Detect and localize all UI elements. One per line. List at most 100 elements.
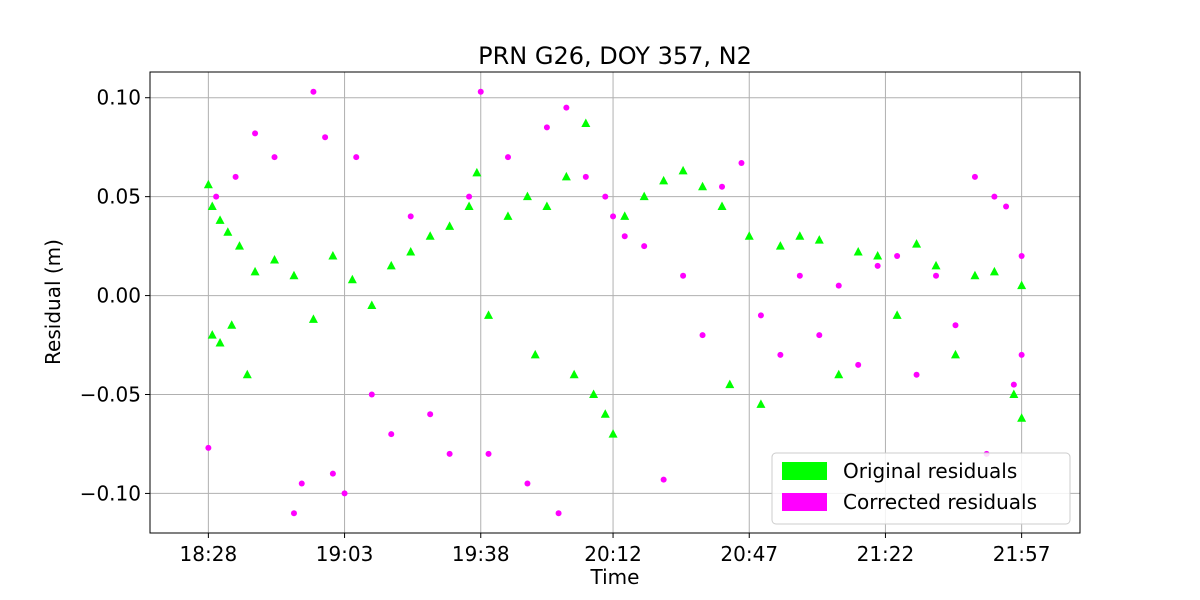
chart-title: PRN G26, DOY 357, N2 [478, 42, 752, 70]
original-residual-point [522, 191, 532, 201]
x-tick-label: 19:38 [452, 542, 510, 566]
original-residual-point [484, 310, 494, 319]
original-residual-point [581, 118, 591, 127]
y-tick-label: 0.05 [96, 185, 141, 209]
original-residual-point [367, 300, 377, 309]
corrected-residual-point [213, 193, 220, 200]
corrected-residual-point [796, 272, 803, 279]
y-tick-label: −0.10 [80, 481, 141, 505]
corrected-residual-point [680, 272, 687, 279]
corrected-residual-point [1010, 381, 1017, 388]
corrected-residual-point [971, 173, 978, 180]
x-tick-label: 19:03 [316, 542, 374, 566]
original-residual-point [970, 270, 980, 280]
original-residual-point [445, 221, 455, 230]
legend-box [771, 452, 1071, 525]
original-residual-point [950, 349, 960, 359]
corrected-residual-point [446, 450, 453, 457]
corrected-residual-point [660, 476, 667, 483]
original-residual-point [912, 239, 922, 248]
corrected-residual-point [816, 332, 823, 339]
original-residual-point [215, 215, 225, 224]
corrected-residual-point [341, 490, 348, 497]
original-residual-point [892, 310, 902, 319]
original-residual-point [589, 389, 599, 399]
original-residual-point [639, 191, 649, 201]
corrected-residual-point [322, 134, 329, 141]
x-tick-label: 20:12 [584, 542, 642, 566]
original-residual-point [873, 251, 883, 260]
x-tick-label: 21:22 [857, 542, 915, 566]
original-residual-point [569, 369, 579, 379]
corrected-residual-point [388, 431, 395, 438]
legend-swatch-corrected [782, 493, 827, 511]
original-residual-point [530, 349, 540, 359]
corrected-residual-point [298, 480, 305, 487]
original-residual-point [1017, 413, 1027, 422]
corrected-residual-point [466, 193, 473, 200]
original-residual-point [620, 211, 630, 220]
original-residual-point [678, 165, 688, 175]
original-residual-point [242, 369, 252, 379]
original-residual-point [608, 429, 618, 438]
original-residual-point [234, 241, 244, 250]
corrected-residual-point [641, 243, 648, 250]
corrected-residual-point [232, 173, 239, 180]
legend-label-original: Original residuals [843, 459, 1017, 483]
corrected-residual-point [835, 282, 842, 289]
x-tick-label: 21:57 [993, 542, 1051, 566]
corrected-residual-point [991, 193, 998, 200]
original-residual-point [1009, 389, 1019, 399]
corrected-residual-point [602, 193, 609, 200]
y-tick-label: 0.10 [96, 86, 141, 110]
original-residual-point [725, 379, 735, 389]
x-axis-label: Time [590, 565, 640, 589]
original-residual-point [289, 270, 299, 280]
corrected-residual-point [610, 213, 617, 220]
corrected-residual-point [485, 450, 492, 457]
plot-frame [149, 71, 1081, 534]
corrected-residual-point [1018, 351, 1025, 358]
corrected-residual-point [271, 154, 278, 161]
y-axis-label: Residual (m) [41, 239, 65, 365]
corrected-residual-point [477, 88, 484, 95]
original-residual-point [698, 181, 708, 191]
original-residual-point [328, 251, 338, 260]
corrected-residual-point [563, 104, 570, 111]
corrected-residual-point [1003, 203, 1010, 210]
legend-label-corrected: Corrected residuals [843, 490, 1037, 514]
original-residual-point [989, 266, 999, 276]
original-residual-point [308, 314, 318, 323]
original-residual-point [1017, 280, 1027, 290]
corrected-residual-point [952, 322, 959, 329]
original-residual-point [814, 235, 824, 244]
original-residual-point [215, 338, 225, 347]
original-residual-point [931, 260, 941, 270]
corrected-residual-point [353, 154, 360, 161]
corrected-residual-point [407, 213, 414, 220]
corrected-residual-point [310, 88, 317, 95]
original-residual-point [756, 399, 766, 408]
corrected-residual-point [621, 233, 628, 240]
original-residual-point [406, 247, 416, 256]
corrected-residual-point [777, 351, 784, 358]
original-residual-point [472, 167, 482, 177]
original-residual-point [464, 201, 474, 211]
original-residual-point [853, 247, 863, 256]
original-residual-point [600, 409, 610, 418]
corrected-residual-point [555, 510, 562, 517]
corrected-residual-point [894, 253, 901, 260]
corrected-residual-point [1018, 253, 1025, 260]
original-residual-point [425, 231, 435, 240]
original-residual-point [347, 274, 357, 284]
corrected-residual-point [252, 130, 259, 137]
corrected-residual-point [543, 124, 550, 131]
corrected-residual-point [427, 411, 434, 418]
y-tick-label: −0.05 [80, 383, 141, 407]
x-tick-label: 18:28 [180, 542, 238, 566]
original-residual-point [775, 241, 785, 250]
original-residual-point [834, 369, 844, 379]
original-residual-point [207, 201, 217, 211]
original-residual-point [503, 211, 513, 220]
